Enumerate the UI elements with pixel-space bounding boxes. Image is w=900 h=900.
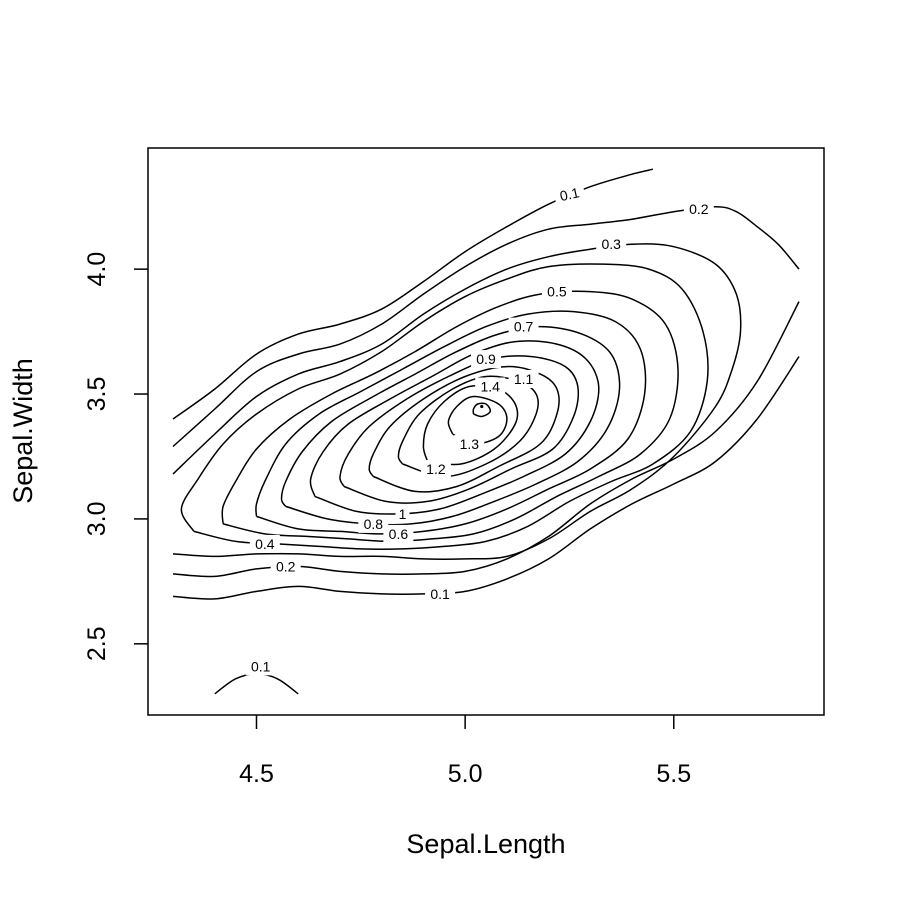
x-tick-label: 5.5 xyxy=(656,760,691,788)
contour-line-0-8-0 xyxy=(309,340,600,515)
contour-line-0-1-2 xyxy=(214,673,299,695)
contour-label-background xyxy=(245,657,276,676)
contour-label: 1 xyxy=(399,506,407,522)
contour-label-group: 0.4 xyxy=(249,534,280,553)
contour-line-1-0 xyxy=(368,365,560,493)
contour-label-group: 0.3 xyxy=(596,235,627,254)
contour-label-background xyxy=(475,377,506,396)
contour-line-0-2-1 xyxy=(172,205,800,448)
contour-label-background xyxy=(420,460,451,478)
contour-label-group: 1 xyxy=(395,504,410,523)
contour-label-group: 0.9 xyxy=(471,350,501,369)
contour-label-group: 0.1 xyxy=(425,584,456,603)
x-tick-label: 5.0 xyxy=(448,760,483,788)
contour-line-0-1-0 xyxy=(172,356,800,600)
contour-line-0-4-0 xyxy=(180,263,709,550)
contour-label: 0.1 xyxy=(251,658,271,674)
contour-label-group: 0.5 xyxy=(541,282,572,301)
contour-label: 0.5 xyxy=(547,284,567,300)
contour-line-1-4-0 xyxy=(472,402,492,418)
contour-label: 1.3 xyxy=(460,436,480,452)
contour-label-background xyxy=(454,435,485,453)
contour-label: 1.1 xyxy=(514,371,534,387)
contour-label-group: 0.2 xyxy=(270,557,301,576)
contour-lines xyxy=(172,168,800,695)
contour-line-0-1-1 xyxy=(172,168,654,420)
contour-label: 0.4 xyxy=(255,536,275,552)
contour-line-0-3-0 xyxy=(172,243,742,560)
contour-label-group: 0.7 xyxy=(508,317,539,336)
contour-label: 0.6 xyxy=(389,526,409,542)
contour-label-background xyxy=(596,235,627,254)
x-axis: 4.5 5.0 5.5 xyxy=(239,715,691,788)
x-axis-label: Sepal.Length xyxy=(406,829,565,859)
y-tick-label: 3.5 xyxy=(83,377,111,412)
contour-label-group: 0.8 xyxy=(358,514,389,533)
contour-label: 0.2 xyxy=(276,558,296,574)
y-axis-label: Sepal.Width xyxy=(8,358,38,504)
y-tick-label: 2.5 xyxy=(83,626,111,661)
peak-point xyxy=(480,404,484,409)
contour-label-background xyxy=(395,504,410,523)
contour-label-group: 0.6 xyxy=(383,524,414,543)
contour-line-0-7-0 xyxy=(280,325,621,526)
contour-label-group: 1.2 xyxy=(420,460,451,478)
contour-label-group: 1.4 xyxy=(475,377,506,396)
contour-label-background xyxy=(683,200,714,219)
y-tick-label: 3.0 xyxy=(83,502,111,537)
contour-label-group: 0.1 xyxy=(245,657,276,676)
contour-label-background xyxy=(383,524,414,543)
contour-label-background xyxy=(471,350,501,369)
y-tick-label: 4.0 xyxy=(83,252,111,287)
contour-label-background xyxy=(552,182,587,207)
contour-label-background xyxy=(270,557,301,576)
contour-line-0-9-0 xyxy=(339,355,580,504)
contour-label: 0.9 xyxy=(476,351,496,367)
contour-label-background xyxy=(541,282,572,301)
contour-label: 0.1 xyxy=(430,586,450,602)
contour-label-background xyxy=(508,370,539,388)
contour-label-group: 1.1 xyxy=(508,370,539,388)
contour-label: 0.7 xyxy=(514,319,534,335)
contour-line-0-6-0 xyxy=(255,310,647,535)
contour-label-group: 1.3 xyxy=(454,435,485,453)
contour-label: 0.3 xyxy=(601,236,621,252)
contour-label: 0.1 xyxy=(558,184,581,204)
y-axis: 2.5 3.0 3.5 4.0 xyxy=(83,252,148,661)
contour-label-group: 0.2 xyxy=(683,200,714,219)
contour-label: 1.4 xyxy=(480,379,500,395)
contour-label-background xyxy=(249,534,280,553)
contour-label-background xyxy=(358,514,389,533)
contour-label-background xyxy=(425,584,456,603)
contour-label-group: 0.1 xyxy=(552,182,587,207)
x-tick-label: 4.5 xyxy=(239,760,274,788)
contour-label: 1.2 xyxy=(426,461,446,477)
contour-labels: 0.1 0.1 0.1 0.2 0.2 0.3 0.4 0.5 0.6 0.7 0.8 0.9 1 1.1… xyxy=(245,182,714,676)
contour-label: 0.2 xyxy=(689,201,709,217)
plot-frame xyxy=(147,147,825,716)
contour-label-background xyxy=(508,317,539,336)
contour-label: 0.8 xyxy=(364,516,384,532)
